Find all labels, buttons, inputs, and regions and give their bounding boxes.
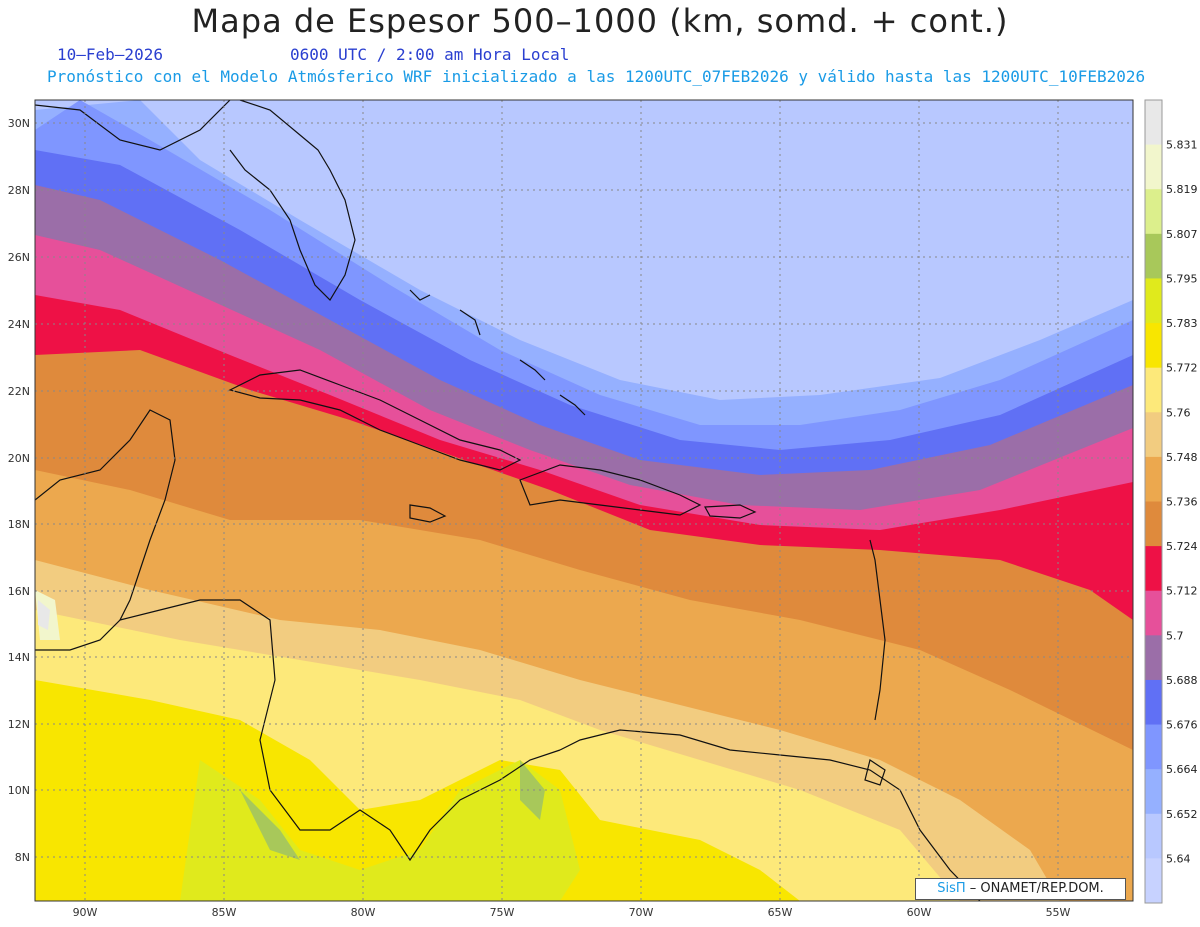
credit-text: – ONAMET/REP.DOM. — [969, 881, 1104, 896]
thickness-fill — [35, 100, 1133, 901]
lon-label: 60W — [907, 906, 932, 919]
colorbar-swatch — [1145, 546, 1162, 592]
credit-brand: SisΠ — [937, 881, 966, 896]
lat-label: 10N — [8, 784, 30, 797]
lat-label: 28N — [8, 184, 30, 197]
colorbar-label: 5.76 — [1166, 406, 1191, 419]
lat-label: 18N — [8, 518, 30, 531]
lon-label: 85W — [212, 906, 237, 919]
colorbar-label: 5.772 — [1166, 362, 1198, 375]
colorbar-swatch — [1145, 813, 1162, 859]
map-title: Mapa de Espesor 500–1000 (km, somd. + co… — [191, 2, 1009, 40]
colorbar-swatch — [1145, 144, 1162, 190]
lat-label: 12N — [8, 718, 30, 731]
colorbar-swatch — [1145, 858, 1162, 904]
lat-label: 24N — [8, 318, 30, 331]
valid-time: 0600 UTC / 2:00 am Hora Local — [290, 45, 570, 64]
colorbar-swatch — [1145, 501, 1162, 547]
colorbar-swatch — [1145, 412, 1162, 458]
colorbar-swatch — [1145, 100, 1162, 146]
colorbar-label: 5.712 — [1166, 585, 1198, 598]
colorbar-swatch — [1145, 278, 1162, 324]
colorbar — [1144, 99, 1163, 904]
colorbar-label: 5.748 — [1166, 451, 1198, 464]
colorbar-swatch — [1145, 456, 1162, 502]
lon-label: 70W — [629, 906, 654, 919]
lon-label: 65W — [768, 906, 793, 919]
colorbar-label: 5.724 — [1166, 540, 1198, 553]
colorbar-label: 5.688 — [1166, 674, 1198, 687]
colorbar-label: 5.819 — [1166, 183, 1198, 196]
lat-axis: 30N 28N 26N 24N 22N 20N 18N 16N 14N 12N … — [8, 117, 30, 864]
colorbar-label: 5.652 — [1166, 808, 1198, 821]
colorbar-label: 5.7 — [1166, 629, 1184, 642]
forecast-info: Pronóstico con el Modelo Atmósferico WRF… — [47, 67, 1146, 86]
colorbar-swatch — [1145, 679, 1162, 726]
lon-label: 55W — [1046, 906, 1071, 919]
colorbar-swatch — [1145, 724, 1162, 770]
colorbar-frame — [1144, 99, 1163, 904]
lon-axis: 90W 85W 80W 75W 70W 65W 60W 55W — [73, 906, 1071, 919]
colorbar-swatch — [1145, 769, 1162, 815]
map-frame — [34, 99, 1134, 902]
lon-label: 75W — [490, 906, 515, 919]
lon-label: 90W — [73, 906, 98, 919]
colorbar-swatch — [1145, 233, 1162, 279]
colorbar-labels: 5.831 5.819 5.807 5.795 5.783 5.772 5.76 5.748 5… — [1166, 139, 1198, 866]
lat-label: 26N — [8, 251, 30, 264]
colorbar-label: 5.64 — [1166, 852, 1191, 865]
colorbar-label: 5.807 — [1166, 228, 1198, 241]
colorbar-swatch — [1145, 635, 1162, 681]
colorbar-label: 5.831 — [1166, 139, 1198, 152]
lat-label: 30N — [8, 117, 30, 130]
colorbar-label: 5.664 — [1166, 763, 1198, 776]
colorbar-swatch — [1145, 323, 1162, 369]
lat-label: 22N — [8, 385, 30, 398]
credit-box: SisΠ – ONAMET/REP.DOM. — [915, 878, 1126, 900]
colorbar-label: 5.736 — [1166, 496, 1198, 509]
valid-date: 10–Feb–2026 — [57, 45, 163, 64]
grid-lines — [35, 100, 1133, 901]
colorbar-swatch — [1145, 590, 1162, 636]
colorbar-swatch — [1145, 367, 1162, 413]
lon-label: 80W — [351, 906, 376, 919]
colorbar-label: 5.783 — [1166, 317, 1198, 330]
lat-label: 14N — [8, 651, 30, 664]
colorbar-label: 5.676 — [1166, 719, 1198, 732]
coastlines — [35, 100, 981, 901]
colorbar-swatch — [1145, 189, 1162, 235]
colorbar-label: 5.795 — [1166, 272, 1198, 285]
lat-label: 16N — [8, 585, 30, 598]
lat-label: 20N — [8, 452, 30, 465]
lat-label: 8N — [15, 851, 30, 864]
